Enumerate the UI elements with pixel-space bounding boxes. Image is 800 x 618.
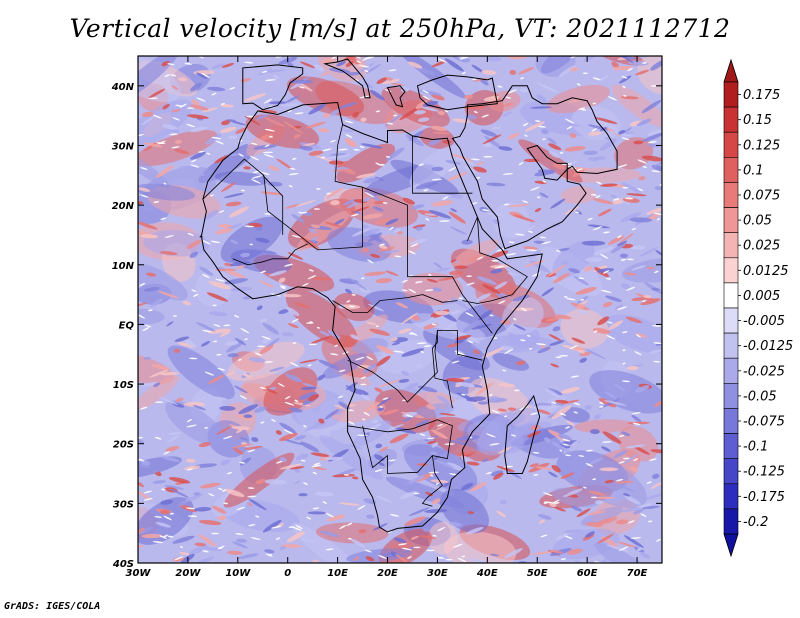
colorbar-label: 0.005 <box>743 289 780 304</box>
lat-tick-label: EQ <box>119 320 135 331</box>
map-title: Vertical velocity [m/s] at 250hPa, VT: 2… <box>69 14 731 43</box>
lon-tick-label: 30W <box>126 568 152 579</box>
colorbar-bottom-arrow <box>723 533 739 558</box>
colorbar-segment <box>723 81 739 108</box>
colorbar-label: 0.1 <box>743 163 764 178</box>
colorbar-label: 0.0125 <box>743 264 789 279</box>
italy-coast <box>323 58 371 99</box>
map-frame <box>137 55 663 564</box>
lat-tick-label: 20S <box>113 440 134 451</box>
lat-tick-label: 40N <box>111 82 135 93</box>
colorbar-label: 0.05 <box>743 214 772 229</box>
border-egypt <box>412 135 473 194</box>
colorbar-top-arrow <box>723 58 739 83</box>
greece-coast <box>386 85 406 108</box>
colorbar-label: -0.2 <box>743 515 768 530</box>
lon-tick-label: 20W <box>175 568 201 579</box>
colorbar-label: -0.1 <box>743 440 768 455</box>
colorbar-segment <box>723 458 739 485</box>
colorbar-label: -0.0125 <box>743 339 793 354</box>
colorbar-label: -0.175 <box>743 490 785 505</box>
lon-tick-label: 40E <box>476 568 498 579</box>
lon-tick-label: 10W <box>225 568 251 579</box>
colorbar-segment <box>723 131 739 158</box>
longitude-axis: 30W 20W 10W 0 10E 20E 30E 40E 50E 60E 70E <box>126 56 648 579</box>
border-horn <box>462 216 528 304</box>
border-lakes <box>431 330 453 408</box>
lon-tick-label: 70E <box>627 568 648 579</box>
lat-tick-label: 30S <box>113 499 134 510</box>
colorbar-label: -0.025 <box>743 364 785 379</box>
colorbar-segment <box>723 483 739 510</box>
colorbar-segment <box>723 182 739 208</box>
lat-tick-label: 10N <box>112 261 135 272</box>
colorbar-label: 0.175 <box>743 88 780 103</box>
madagascar-coast <box>504 394 541 474</box>
colorbar-segment <box>723 433 739 460</box>
lon-tick-label: 10E <box>327 568 348 579</box>
lat-tick-label: 10S <box>113 380 134 391</box>
turkey-coast <box>416 74 498 111</box>
colorbar-label: -0.05 <box>743 389 777 404</box>
colorbar-segment <box>723 157 739 183</box>
africa-coast <box>200 101 543 533</box>
colorbar-segment <box>723 232 739 259</box>
lat-tick-label: 20N <box>112 201 135 212</box>
colorbar-label: -0.075 <box>743 415 785 430</box>
colorbar-label: -0.125 <box>743 465 785 480</box>
velocity-field <box>138 56 662 563</box>
border-libya-west <box>334 124 363 188</box>
colorbar-segment <box>723 207 739 234</box>
lat-tick-label: 40S <box>112 559 134 570</box>
border-south <box>347 419 453 474</box>
coastlines <box>199 58 618 533</box>
border-lesotho <box>421 455 443 507</box>
colorbar-segment <box>723 332 739 359</box>
colorbar-label: 0.15 <box>743 113 772 128</box>
border-central-south <box>347 330 483 403</box>
latitude-axis: 40N 30N 20N 10N EQ 10S 20S 30S 40S <box>111 82 662 570</box>
iberia-coast <box>242 64 304 111</box>
arabia-coast <box>451 85 618 250</box>
colorbar: 0.175 0.15 0.125 0.1 0.075 0.05 0.025 0.0125 0.0… <box>723 58 793 558</box>
colorbar-label: 0.125 <box>743 138 780 153</box>
colorbar-segment <box>723 106 739 133</box>
colorbar-segment <box>723 408 739 434</box>
border-sahel <box>202 158 493 334</box>
colorbar-label: -0.005 <box>743 314 785 329</box>
colorbar-segment <box>723 257 739 284</box>
credit-label: GrADS: IGES/COLA <box>4 601 101 612</box>
border-mali <box>262 175 284 235</box>
colorbar-segment <box>723 357 739 384</box>
colorbar-segment <box>723 508 739 535</box>
lon-tick-label: 60E <box>577 568 598 579</box>
colorbar-segment <box>723 307 739 334</box>
lat-tick-label: 30N <box>112 142 135 153</box>
colorbar-label: 0.075 <box>743 189 780 204</box>
colorbar-segment <box>723 282 739 309</box>
lon-tick-label: 0 <box>284 568 291 579</box>
lon-tick-label: 50E <box>527 568 548 579</box>
lon-tick-label: 30E <box>427 568 448 579</box>
colorbar-label: 0.025 <box>743 239 780 254</box>
lon-tick-label: 20E <box>377 568 398 579</box>
border-central <box>332 294 458 313</box>
colorbar-segment <box>723 382 739 409</box>
cape-verde-ish <box>199 234 203 238</box>
border-west <box>232 243 308 266</box>
